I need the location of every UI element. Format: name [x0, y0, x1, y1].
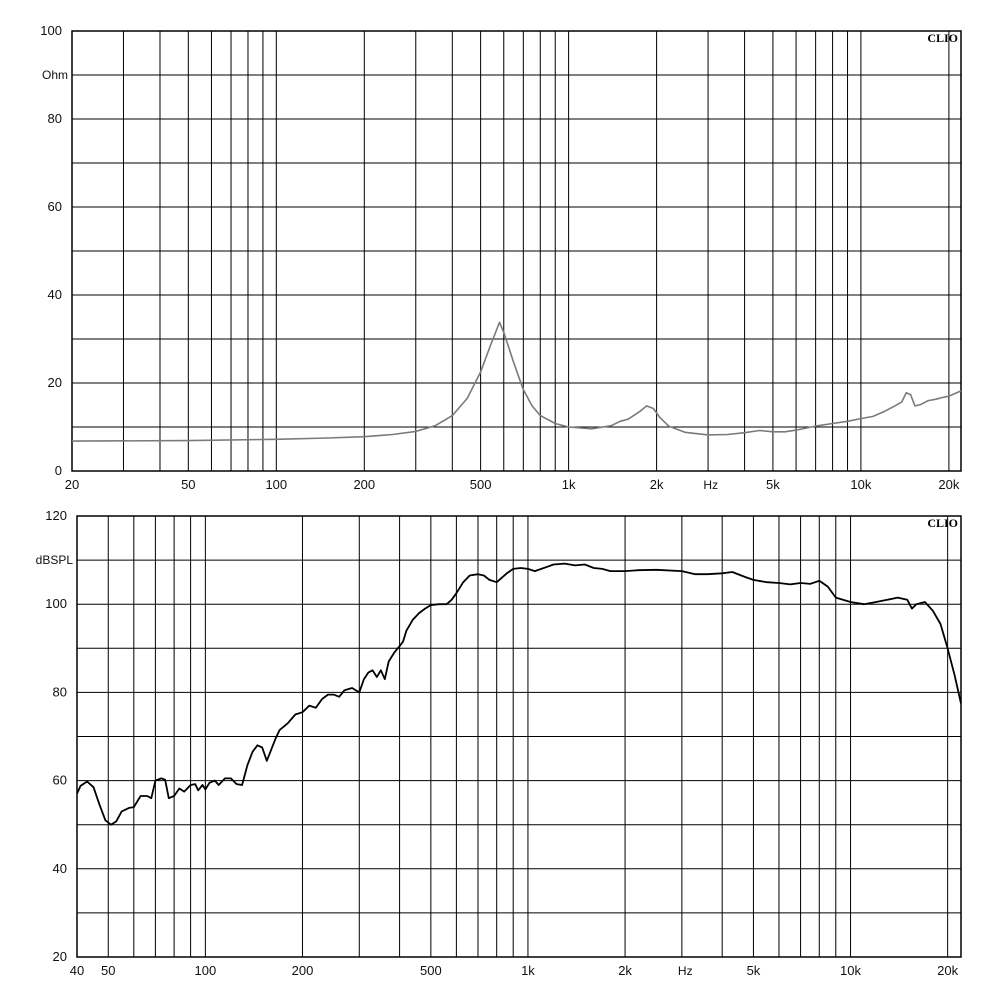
x-tick-label: 500 — [420, 963, 442, 978]
plot-frame — [76, 515, 962, 958]
clio-brand-label: CLIO — [927, 516, 958, 530]
x-tick-label: 5k — [747, 963, 761, 978]
x-tick-label: 2k — [618, 963, 632, 978]
x-tick-label: 50 — [181, 477, 195, 492]
y-tick-label: 60 — [48, 199, 62, 214]
x-tick-label: 10k — [850, 477, 871, 492]
y-tick-label: 80 — [48, 111, 62, 126]
impedance-curve — [71, 321, 962, 442]
x-tick-label: 50 — [101, 963, 115, 978]
y-tick-label: 20 — [48, 375, 62, 390]
x-tick-label: 10k — [840, 963, 861, 978]
x-tick-label: 100 — [195, 963, 217, 978]
y-tick-label: 20 — [53, 949, 67, 964]
x-tick-label: 500 — [470, 477, 492, 492]
y-tick-label: 40 — [53, 861, 67, 876]
y-tick-label: 100 — [40, 23, 62, 38]
x-tick-label: 1k — [521, 963, 535, 978]
x-unit-label: Hz — [678, 964, 693, 978]
x-tick-label: 100 — [265, 477, 287, 492]
x-tick-label: 1k — [562, 477, 576, 492]
x-unit-label: Hz — [703, 478, 718, 492]
y-tick-label: 60 — [53, 773, 67, 788]
x-tick-label: 200 — [353, 477, 375, 492]
y-tick-label: 80 — [53, 684, 67, 699]
x-tick-label: 2k — [650, 477, 664, 492]
clio-brand-label: CLIO — [927, 31, 958, 45]
x-tick-label: 5k — [766, 477, 780, 492]
y-tick-label: 120 — [45, 508, 67, 523]
y-tick-label: 40 — [48, 287, 62, 302]
y-unit-label: dBSPL — [36, 553, 74, 567]
y-unit-label: Ohm — [42, 68, 68, 82]
x-tick-label: 20k — [937, 963, 958, 978]
spl-curve — [76, 562, 962, 826]
x-tick-label: 200 — [292, 963, 314, 978]
y-tick-label: 100 — [45, 596, 67, 611]
y-tick-label: 0 — [55, 463, 62, 478]
x-tick-label: 20 — [65, 477, 79, 492]
x-tick-label: 40 — [70, 963, 84, 978]
x-tick-label: 20k — [938, 477, 959, 492]
plot-frame — [71, 30, 962, 472]
